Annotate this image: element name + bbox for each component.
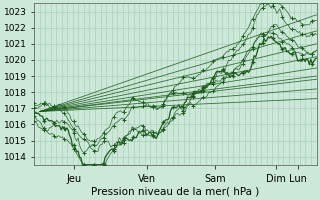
X-axis label: Pression niveau de la mer( hPa ): Pression niveau de la mer( hPa ): [91, 187, 260, 197]
